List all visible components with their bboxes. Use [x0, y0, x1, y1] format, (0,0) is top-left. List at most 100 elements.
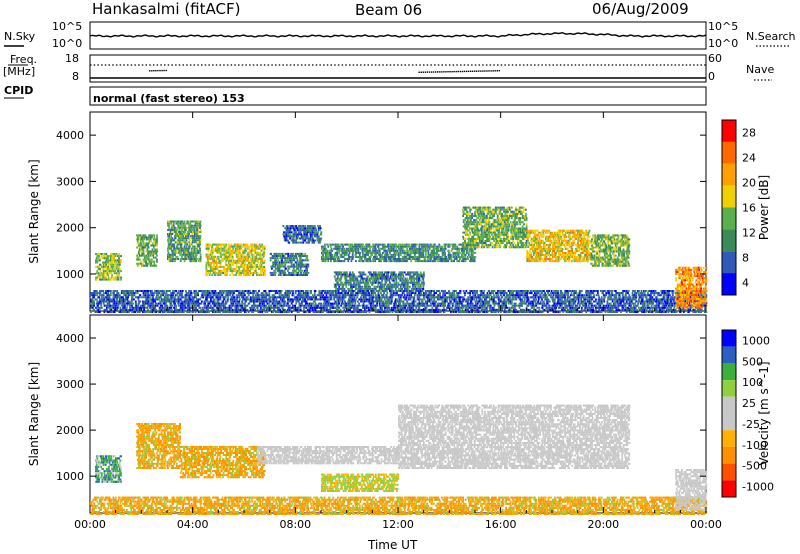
scatter-cell [650, 294, 652, 297]
scatter-cell [498, 302, 500, 305]
scatter-cell [223, 306, 226, 309]
scatter-cell [438, 302, 441, 305]
scatter-cell [235, 306, 237, 309]
scatter-cell [96, 302, 99, 305]
scatter-cell [593, 294, 595, 297]
scatter-cell [650, 304, 653, 307]
scatter-cell [606, 302, 609, 305]
scatter-cell [117, 300, 120, 303]
scatter-cell [604, 311, 607, 313]
scatter-cell [254, 308, 257, 311]
scatter-cell [122, 292, 124, 295]
scatter-cell [194, 311, 197, 313]
scatter-cell [308, 296, 311, 299]
scatter-cell [158, 308, 161, 311]
scatter-cell [392, 308, 394, 311]
scatter-cell [436, 306, 439, 309]
scatter-cell [571, 294, 574, 297]
scatter-cell [539, 290, 542, 292]
scatter-cell [428, 290, 431, 292]
scatter-cell [120, 292, 123, 295]
scatter-cell [503, 308, 506, 311]
scatter-cell [373, 290, 375, 292]
scatter-cell [193, 292, 196, 295]
scatter-cell [247, 290, 250, 292]
scatter-cell [116, 296, 119, 299]
scatter-cell [305, 294, 308, 297]
scatter-cell [118, 274, 120, 277]
scatter-cell [479, 296, 482, 299]
scatter-cell [326, 306, 328, 309]
scatter-cell [630, 300, 633, 303]
scatter-cell [256, 304, 259, 307]
scatter-cell [112, 300, 115, 303]
scatter-cell [253, 302, 256, 305]
scatter-cell [312, 308, 314, 311]
scatter-cell [403, 290, 405, 292]
scatter-cell [615, 296, 618, 299]
scatter-cell [173, 311, 176, 313]
scatter-cell [99, 308, 101, 311]
scatter-cell [420, 311, 423, 313]
scatter-cell [476, 302, 479, 305]
scatter-cell [214, 290, 217, 292]
scatter-cell [225, 302, 228, 305]
scatter-cell [250, 300, 253, 303]
scatter-cell [226, 311, 228, 313]
scatter-cell [467, 296, 470, 299]
scatter-cell [484, 304, 486, 307]
freq-panel-frame [89, 54, 707, 83]
scatter-cell [624, 304, 627, 307]
scatter-cell [315, 296, 317, 299]
scatter-cell [634, 290, 636, 292]
scatter-cell [187, 296, 190, 299]
scatter-cell [95, 259, 97, 262]
scatter-cell [409, 308, 412, 311]
scatter-cell [181, 292, 183, 295]
scatter-cell [483, 290, 486, 292]
scatter-cell [613, 298, 616, 301]
scatter-cell [417, 298, 420, 301]
scatter-cell [645, 311, 647, 313]
scatter-cell [236, 311, 239, 313]
scatter-cell [261, 311, 264, 313]
scatter-cell [497, 294, 500, 297]
scatter-cell [512, 308, 515, 311]
scatter-cell [291, 298, 294, 301]
scatter-cell [245, 300, 248, 303]
scatter-cell [149, 311, 151, 313]
scatter-cell [578, 306, 581, 309]
scatter-cell [434, 302, 437, 305]
scatter-cell [116, 292, 119, 295]
scatter-cell [105, 263, 108, 266]
scatter-cell [281, 298, 284, 301]
scatter-cell [263, 308, 266, 311]
nave-dip-dot [163, 69, 165, 72]
scatter-cell [288, 304, 291, 307]
scatter-cell [534, 300, 537, 303]
scatter-cell [620, 300, 623, 303]
scatter-cell [288, 296, 291, 299]
scatter-cell [541, 302, 543, 305]
scatter-cell [652, 302, 654, 305]
scatter-cell [113, 253, 116, 255]
scatter-cell [100, 294, 103, 297]
scatter-cell [598, 300, 600, 303]
scatter-cell [444, 290, 446, 292]
scatter-cell [136, 290, 139, 292]
scatter-cell [651, 296, 654, 299]
scatter-cell [342, 302, 344, 305]
scatter-cell [286, 296, 289, 299]
scatter-cell [190, 292, 193, 295]
scatter-cell [586, 298, 589, 301]
nave-dip-dot [455, 70, 457, 73]
scatter-cell [317, 298, 319, 301]
scatter-cell [216, 306, 219, 309]
scatter-cell [294, 292, 297, 295]
scatter-cell [274, 290, 276, 292]
scatter-cell [682, 311, 685, 313]
scatter-cell [705, 311, 708, 313]
scatter-cell [113, 306, 115, 309]
scatter-cell [137, 296, 140, 299]
scatter-cell [147, 296, 149, 299]
